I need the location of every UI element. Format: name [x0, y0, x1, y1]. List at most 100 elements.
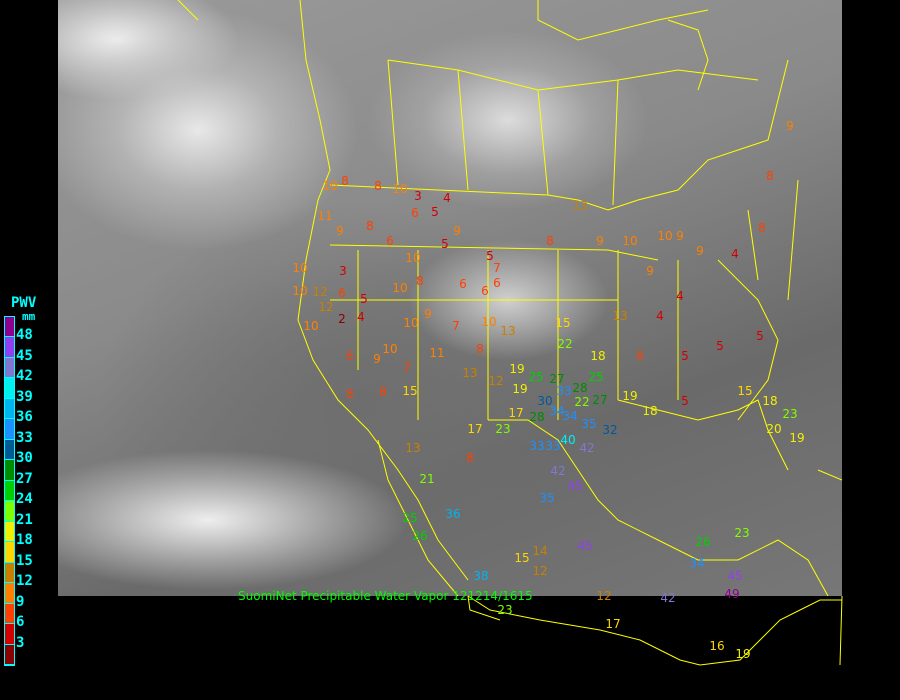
legend-swatch: [5, 583, 14, 604]
station-pwv-value: 11: [429, 346, 444, 360]
station-pwv-value: 42: [660, 591, 675, 605]
station-pwv-value: 6: [386, 234, 394, 248]
station-pwv-value: 12: [488, 374, 503, 388]
legend-tick: 48: [16, 327, 33, 344]
station-pwv-value: 13: [612, 309, 627, 323]
station-pwv-value: 5: [360, 292, 368, 306]
legend-tick: 6: [16, 614, 25, 631]
station-pwv-value: 45: [567, 479, 582, 493]
station-pwv-value: 10: [303, 319, 318, 333]
station-pwv-value: 45: [727, 569, 742, 583]
station-pwv-value: 4: [656, 309, 664, 323]
station-pwv-value: 4: [357, 310, 365, 324]
station-pwv-value: 23: [782, 407, 797, 421]
station-pwv-value: 17: [605, 617, 620, 631]
legend-tick: 24: [16, 491, 33, 508]
station-pwv-value: 35: [581, 417, 596, 431]
legend-tick: 15: [16, 552, 33, 569]
station-pwv-value: 9: [424, 307, 432, 321]
border-line: [787, 179, 799, 301]
legend-tick: 45: [16, 347, 33, 364]
border-line: [377, 439, 459, 597]
station-pwv-value: 8: [379, 385, 387, 399]
station-pwv-value: 2: [338, 312, 346, 326]
station-pwv-value: 40: [560, 433, 575, 447]
legend-swatch: [5, 542, 14, 563]
station-pwv-value: 7: [403, 361, 411, 375]
station-pwv-value: 17: [508, 406, 523, 420]
station-pwv-value: 5: [716, 339, 724, 353]
station-pwv-value: 18: [642, 404, 657, 418]
station-pwv-value: 15: [737, 384, 752, 398]
political-borders: [177, 0, 842, 597]
border-line: [297, 0, 469, 581]
station-pwv-value: 14: [532, 544, 547, 558]
station-pwv-value: 5: [681, 394, 689, 408]
legend-swatch: [5, 337, 14, 358]
satellite-map: [58, 0, 842, 597]
station-pwv-value: 7: [493, 261, 501, 275]
station-pwv-value: 26: [412, 529, 427, 543]
station-pwv-value: 8: [636, 349, 644, 363]
station-pwv-value: 19: [735, 647, 750, 661]
station-pwv-value: 8: [476, 342, 484, 356]
pwv-legend: PWV mm 48 45 42 39 36 33 30 27 24 21 18 15 12 9 6 3: [0, 292, 60, 672]
station-pwv-value: 19: [789, 431, 804, 445]
station-pwv-value: 22: [557, 337, 572, 351]
station-pwv-value: 33: [529, 439, 544, 453]
station-pwv-value: 10: [403, 316, 418, 330]
station-pwv-value: 9: [696, 244, 704, 258]
station-pwv-value: 5: [486, 249, 494, 263]
station-pwv-value: 33: [556, 384, 571, 398]
station-pwv-value: 5: [681, 349, 689, 363]
station-pwv-value: 3: [414, 189, 422, 203]
legend-tick: 18: [16, 532, 33, 549]
map-caption: SuomiNet Precipitable Water Vapor 121214…: [238, 589, 533, 603]
station-pwv-value: 18: [590, 349, 605, 363]
station-pwv-value: 8: [416, 274, 424, 288]
legend-swatch: [5, 378, 14, 399]
station-pwv-value: 36: [445, 507, 460, 521]
station-pwv-value: 10: [622, 234, 637, 248]
station-pwv-value: 38: [473, 569, 488, 583]
station-pwv-value: 23: [495, 422, 510, 436]
station-pwv-value: 25: [528, 370, 543, 384]
station-pwv-value: 32: [602, 423, 617, 437]
station-pwv-value: 8: [366, 219, 374, 233]
station-pwv-value: 8: [466, 451, 474, 465]
border-line: [457, 69, 469, 191]
station-pwv-value: 11: [317, 209, 332, 223]
station-pwv-value: 35: [539, 491, 554, 505]
border-line: [747, 209, 759, 281]
station-pwv-value: 4: [676, 289, 684, 303]
station-pwv-value: 21: [419, 472, 434, 486]
legend-swatch: [5, 480, 14, 502]
station-pwv-value: 10: [481, 315, 496, 329]
station-pwv-value: 8: [341, 174, 349, 188]
legend-tick: 9: [16, 593, 25, 610]
station-pwv-value: 33: [545, 439, 560, 453]
station-pwv-value: 8: [546, 234, 554, 248]
legend-tick: 36: [16, 409, 33, 426]
border-line: [329, 244, 659, 261]
station-pwv-value: 8: [374, 179, 382, 193]
station-pwv-value: 34: [689, 556, 704, 570]
station-pwv-value: 5: [431, 205, 439, 219]
station-pwv-value: 13: [405, 441, 420, 455]
border-line: [667, 19, 709, 91]
station-pwv-value: 28: [572, 381, 587, 395]
border-line: [329, 59, 789, 211]
station-pwv-value: 3: [339, 264, 347, 278]
station-pwv-value: 6: [338, 286, 346, 300]
station-pwv-value: 12: [532, 564, 547, 578]
station-pwv-value: 13: [500, 324, 515, 338]
border-line: [717, 259, 779, 421]
border-line: [488, 419, 829, 597]
legend-tick: 42: [16, 368, 33, 385]
legend-swatch: [5, 357, 14, 379]
legend-swatch: [5, 603, 14, 625]
station-pwv-value: 15: [514, 551, 529, 565]
legend-swatch: [5, 398, 14, 420]
station-pwv-value: 7: [452, 319, 460, 333]
